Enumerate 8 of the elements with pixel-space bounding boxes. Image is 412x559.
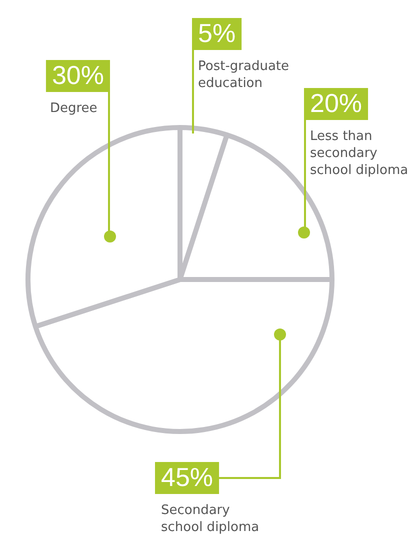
slice-label: Secondary school diploma — [161, 502, 260, 535]
slice-label: Degree — [50, 100, 98, 116]
data-label: 20% — [310, 88, 362, 118]
slice-label: Post-graduate education — [198, 58, 290, 91]
data-label: 5% — [198, 18, 236, 48]
data-label: 30% — [52, 60, 104, 90]
data-label: 45% — [161, 462, 214, 492]
slice-label: Less than secondary school diploma — [310, 128, 408, 178]
